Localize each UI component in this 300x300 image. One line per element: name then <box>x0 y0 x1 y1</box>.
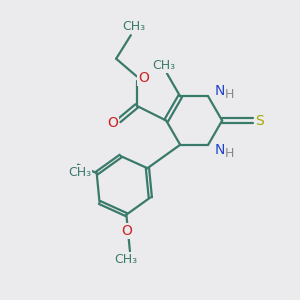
Text: CH₃: CH₃ <box>114 253 137 266</box>
Text: CH₃: CH₃ <box>68 167 91 179</box>
Text: O: O <box>121 224 132 238</box>
Text: H: H <box>225 88 234 101</box>
Text: O: O <box>138 71 149 85</box>
Text: N: N <box>214 84 224 98</box>
Text: CH₃: CH₃ <box>152 58 176 72</box>
Text: H: H <box>225 147 234 160</box>
Text: S: S <box>255 114 264 128</box>
Text: N: N <box>214 143 224 157</box>
Text: O: O <box>107 116 118 130</box>
Text: CH₃: CH₃ <box>122 20 146 33</box>
